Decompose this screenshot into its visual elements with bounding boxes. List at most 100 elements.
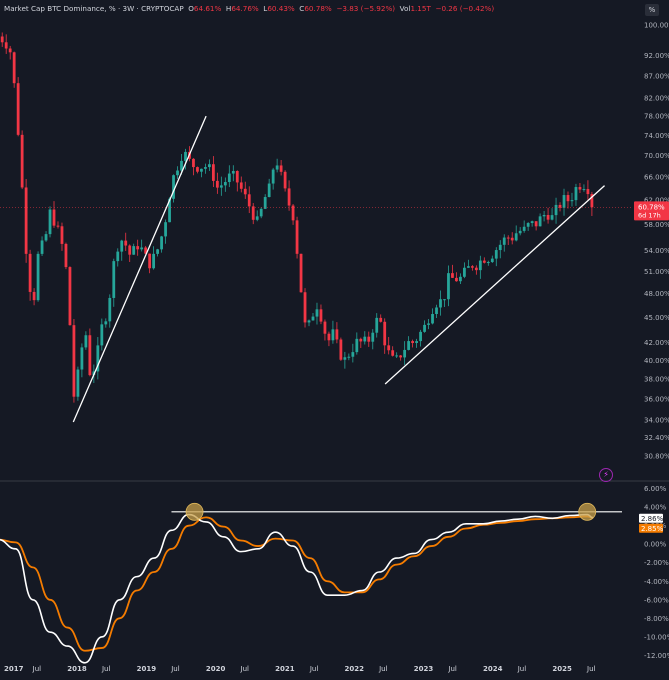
candle <box>415 341 418 344</box>
candle <box>335 329 339 340</box>
time-tick-label: 2022 <box>344 665 364 673</box>
highlight-circle <box>578 502 597 521</box>
candle <box>582 189 586 191</box>
high-value: 64.76% <box>231 4 259 13</box>
candle <box>538 216 542 227</box>
candle <box>419 331 422 342</box>
oscillator-axis: 6.00%4.00%2.00%0.00%-2.00%-4.00%-6.00%-8… <box>644 485 669 660</box>
candle <box>363 336 367 342</box>
percent-scale-button[interactable]: % <box>645 4 659 16</box>
price-tick-label: 66.00% <box>644 174 669 182</box>
candle <box>52 209 56 226</box>
candle <box>319 309 323 322</box>
candle <box>339 339 343 360</box>
price-tick-label: 82.00% <box>644 94 669 102</box>
osc-tick-label: 6.00% <box>644 485 667 493</box>
candle <box>371 332 375 342</box>
candle <box>327 333 331 341</box>
price-tick-label: 70.00% <box>644 152 669 160</box>
osc-value-tag: 2.86% <box>641 515 664 523</box>
candle <box>120 240 124 252</box>
candle <box>104 321 108 325</box>
candle <box>534 221 538 227</box>
oscillator-value-tags: 2.86% 2.85% <box>639 513 664 533</box>
candle <box>542 214 546 217</box>
bar-countdown: 6d 17h <box>638 211 661 219</box>
candle <box>192 158 195 168</box>
candle <box>431 314 434 324</box>
price-tick-label: 36.00% <box>644 395 669 403</box>
candle <box>307 320 311 323</box>
candle <box>247 194 251 207</box>
candle <box>295 220 299 254</box>
price-tick-label: 58.00% <box>644 221 669 229</box>
candle <box>227 173 231 183</box>
open-value: 64.61% <box>193 4 222 13</box>
candle <box>259 208 263 217</box>
time-tick-label: 2020 <box>206 665 226 673</box>
trendline <box>384 185 605 385</box>
price-tick-label: 42.00% <box>644 339 669 347</box>
candle <box>514 233 518 241</box>
candle <box>16 83 20 135</box>
candle <box>271 169 275 184</box>
time-tick-label: Jul <box>517 665 527 673</box>
time-tick-label: Jul <box>240 665 250 673</box>
candle <box>255 216 259 220</box>
osc-tick-label: -6.00% <box>644 596 669 604</box>
candle <box>490 258 494 263</box>
candle <box>439 299 442 308</box>
candle <box>40 240 44 254</box>
chart-legend: Market Cap BTC Dominance, % · 3W · CRYPT… <box>4 4 495 13</box>
candle <box>550 215 554 220</box>
candle <box>68 267 72 326</box>
candle <box>0 36 4 43</box>
time-tick-label: Jul <box>447 665 457 673</box>
candle <box>323 321 327 334</box>
candle <box>235 171 239 183</box>
candle <box>140 247 144 250</box>
price-tick-label: 92.00% <box>644 52 669 60</box>
time-tick-label: 2018 <box>67 665 87 673</box>
osc-value-tag: 2.85% <box>641 525 664 533</box>
candle <box>474 267 478 271</box>
last-price-value: 60.78% <box>638 203 665 211</box>
candle <box>562 195 566 208</box>
price-tick-label: 87.00% <box>644 73 669 81</box>
candle <box>215 180 219 188</box>
candle <box>427 323 430 325</box>
candle <box>566 195 570 202</box>
candle <box>211 164 215 181</box>
highlight-circle <box>185 502 204 521</box>
candle <box>470 266 474 268</box>
candle <box>311 316 315 321</box>
time-tick-label: 2023 <box>414 665 434 673</box>
candle <box>84 335 88 348</box>
candle <box>152 253 156 269</box>
candle <box>351 352 355 357</box>
candle <box>160 236 163 250</box>
price-tick-label: 30.80% <box>644 452 669 460</box>
time-tick-label: Jul <box>378 665 388 673</box>
candle <box>64 243 68 268</box>
candle <box>343 357 347 360</box>
oscillator-series-line <box>0 515 594 652</box>
candle <box>526 223 530 227</box>
candle <box>359 338 363 342</box>
trendline <box>72 115 207 423</box>
candle <box>478 260 482 271</box>
price-tick-label: 40.00% <box>644 357 669 365</box>
lightning-icon[interactable]: ⚡ <box>599 468 613 482</box>
symbol-label[interactable]: Market Cap BTC Dominance, % · 3W · CRYPT… <box>4 4 184 13</box>
change-value: −3.83 (−5.92%) <box>336 4 396 13</box>
time-tick-label: Jul <box>101 665 111 673</box>
price-tick-label: 38.00% <box>644 376 669 384</box>
candle <box>208 164 211 168</box>
candle <box>287 188 291 206</box>
candle <box>331 329 335 341</box>
candle <box>530 221 534 224</box>
candle <box>28 253 32 292</box>
candle <box>267 183 271 198</box>
candle <box>443 299 446 301</box>
